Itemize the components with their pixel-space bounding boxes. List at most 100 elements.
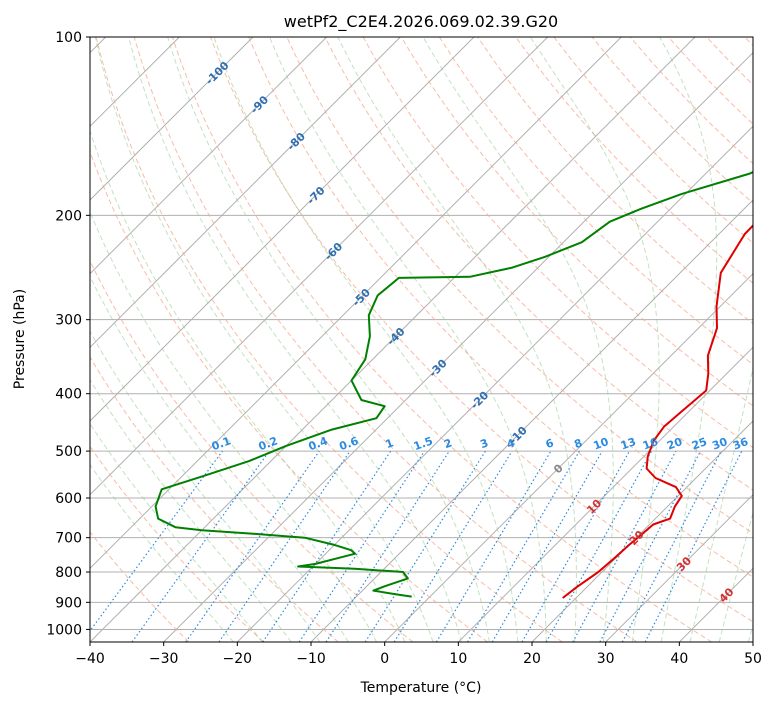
mixing-ratio-line xyxy=(393,450,513,642)
isotherm-line xyxy=(90,37,622,570)
y-tick-label: 400 xyxy=(55,387,82,403)
moist-adiabat xyxy=(337,37,577,642)
mixing-ratio-line xyxy=(325,450,450,642)
moist-adiabats xyxy=(90,37,753,642)
y-tick-label: 600 xyxy=(55,491,82,507)
x-tick-label: 10 xyxy=(449,651,467,667)
y-tick-label: 800 xyxy=(55,565,82,581)
x-tick-label: 20 xyxy=(523,651,541,667)
dry-adiabat xyxy=(400,37,753,407)
isotherm-line xyxy=(90,37,401,349)
isotherm-line xyxy=(384,272,753,642)
moist-adiabat xyxy=(94,37,434,642)
moist-adiabat xyxy=(689,365,753,642)
mixing-ratio-label: 36 xyxy=(731,435,750,453)
moist-adiabat xyxy=(90,422,263,642)
mixing-ratio-label: 4 xyxy=(505,436,517,451)
dry-adiabat xyxy=(171,37,712,642)
mixing-ratio-label: 8 xyxy=(572,436,584,451)
moist-adiabat xyxy=(213,37,519,642)
mixing-ratio-label: 0.4 xyxy=(307,434,330,453)
moist-adiabat xyxy=(90,330,321,642)
moist-adiabat xyxy=(167,37,490,642)
x-tick-label: −10 xyxy=(296,651,326,667)
mixing-ratio-label: 1.5 xyxy=(412,434,435,453)
dry-adiabat xyxy=(90,531,190,642)
mixing-ratio-line xyxy=(572,450,677,642)
y-tick-label: 100 xyxy=(55,30,82,46)
isotherm-line xyxy=(605,493,753,642)
mixing-ratio-label: 10 xyxy=(592,435,611,453)
profile-series xyxy=(154,170,753,599)
dry-adiabat xyxy=(515,37,753,284)
moist-adiabat xyxy=(128,37,462,642)
mixing-ratio-line xyxy=(545,450,653,642)
mixing-ratio-line xyxy=(466,450,580,642)
isotherm-line xyxy=(90,37,328,275)
x-tick-label: −20 xyxy=(223,651,253,667)
y-axis-ticks: 100 200 300 400 500 600 700 800 900 1000 xyxy=(46,30,90,638)
mixing-ratio-label: 1 xyxy=(384,436,396,451)
mixing-ratio-label: 0.2 xyxy=(257,434,280,453)
y-tick-label: 1000 xyxy=(46,622,82,638)
mixing-ratio-label: 0.6 xyxy=(338,434,361,453)
dry-adiabat xyxy=(90,259,414,642)
dry-adiabat xyxy=(90,445,264,642)
temperature-line xyxy=(562,224,753,599)
x-tick-label: −30 xyxy=(149,651,179,667)
y-tick-label: 500 xyxy=(55,444,82,460)
mixing-ratio-label: 16 xyxy=(641,435,660,453)
moist-adiabat xyxy=(90,275,349,642)
moist-adiabat xyxy=(269,37,547,642)
isotherm-line xyxy=(90,37,475,422)
mixing-ratio-label: 13 xyxy=(619,435,638,452)
moist-adiabat xyxy=(529,37,660,642)
x-tick-label: 40 xyxy=(670,651,688,667)
moist-adiabat xyxy=(659,37,718,642)
moist-adiabat xyxy=(90,463,234,642)
plot-frame xyxy=(89,36,754,643)
plot-area: 0.1 0.2 0.4 0.6 1 1.5 2 3 4 6 8 10 13 16 20 25 30 36-100-… xyxy=(90,37,753,642)
moist-adiabat xyxy=(422,37,614,642)
y-tick-label: 200 xyxy=(55,208,82,224)
dry-adiabat xyxy=(248,37,753,578)
x-axis-ticks: −40 −30 −20 −10 0 10 20 30 40 50 xyxy=(75,642,762,667)
isotherm-line xyxy=(457,346,753,642)
isotherm-gridlines xyxy=(90,37,753,642)
x-tick-label: 50 xyxy=(744,651,762,667)
isotherm-line xyxy=(90,37,254,201)
isotherm-line xyxy=(90,37,549,496)
isotherm-line xyxy=(90,37,696,642)
dry-adiabat xyxy=(438,37,753,366)
x-tick-label: 0 xyxy=(380,651,389,667)
mixing-ratio-line xyxy=(218,450,351,642)
mixing-ratio-label: 20 xyxy=(665,435,684,453)
isotherm-line xyxy=(163,51,753,642)
y-tick-label: 900 xyxy=(55,595,82,611)
moist-adiabat xyxy=(90,129,406,642)
mixing-ratio-label: 3 xyxy=(478,436,490,451)
isotherm-line xyxy=(236,125,753,642)
dry-adiabat xyxy=(210,37,753,623)
dry-adiabat xyxy=(90,150,488,642)
mixing-ratio-label: 6 xyxy=(544,436,556,451)
mixing-ratio-label: 25 xyxy=(690,435,709,452)
chart-title: wetPf2_C2E4.2026.069.02.39.G20 xyxy=(284,12,558,32)
dry-adiabat xyxy=(90,356,339,642)
dry-adiabat xyxy=(324,37,753,491)
mixing-ratio-line xyxy=(435,450,552,642)
dry-adiabat xyxy=(95,37,563,642)
mixing-ratio-lines xyxy=(90,450,743,642)
moist-adiabat xyxy=(718,510,753,642)
mixing-ratio-line xyxy=(521,450,631,642)
y-tick-label: 300 xyxy=(55,313,82,329)
x-axis-label: Temperature (°C) xyxy=(360,680,482,696)
dewpoint-line xyxy=(154,170,753,598)
y-tick-label: 700 xyxy=(55,531,82,547)
moist-adiabat xyxy=(90,210,378,642)
mixing-ratio-line xyxy=(491,450,603,642)
x-tick-label: −40 xyxy=(75,651,105,667)
mixing-ratio-label: 30 xyxy=(710,435,729,453)
